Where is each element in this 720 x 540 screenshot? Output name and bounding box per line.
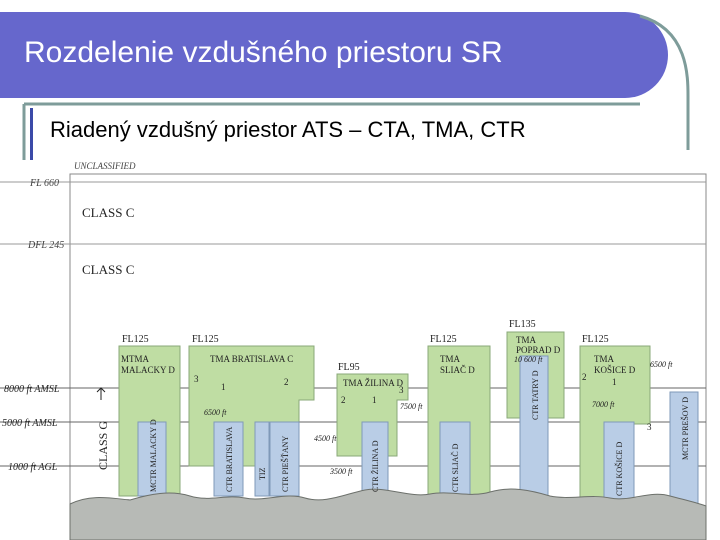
ctr-sliac-zone (439, 421, 471, 497)
sector-number: 2 (341, 395, 346, 405)
tma-ke-alt1: 6500 ft (650, 360, 673, 369)
class-g-label: CLASS G (96, 421, 110, 470)
tma-za-alt1: 7500 ft (400, 402, 423, 411)
terrain-profile (69, 488, 707, 540)
tma-za-fl-label: FL95 (338, 362, 360, 373)
tma-za-name: TMA ŽILINA D (343, 378, 403, 388)
mtma-fl-label: FL125 (122, 334, 149, 345)
agl1000-label: 1000 ft AGL (8, 462, 58, 473)
tma-sl-name-2: SLIAČ D (440, 365, 475, 375)
ctr-label-mctr-presov: MCTR PREŠOV D (681, 397, 690, 460)
title-bar (0, 12, 668, 98)
ctr-label-bratislava: CTR BRATISLAVA (225, 427, 234, 493)
sector-number: 1 (612, 377, 617, 387)
tma-ba-name: TMA BRATISLAVA C (210, 354, 293, 364)
ctr-label-kosice: CTR KOŠICE D (615, 442, 624, 496)
tma-ba-alt: 6500 ft (204, 408, 227, 417)
class-g-arrow (96, 387, 106, 400)
tma-za-alt3: 3500 ft (329, 467, 353, 476)
sector-number: 3 (399, 385, 404, 395)
class-c-upper-label: CLASS C (82, 205, 134, 220)
tma-ke-alt2: 7000 ft (592, 400, 615, 409)
ctr-label-mctr-malacky: MCTR MALACKY D (149, 419, 158, 492)
tma-ke-name-2: KOŠICE D (594, 365, 636, 375)
tma-za-alt2: 4500 ft (314, 434, 337, 443)
page-title: Rozdelenie vzdušného priestoru SR (24, 36, 503, 69)
ctr-label-piestany: CTR PIEŠŤANY (280, 436, 290, 492)
sector-number: 1 (372, 395, 377, 405)
sector-number: 1 (221, 382, 226, 392)
airspace-diagram: UNCLASSIFIED FL 660 DFL 245 8000 ft AMSL… (0, 161, 707, 540)
ctr-tatry-zone (519, 355, 549, 497)
sector-number: 3 (647, 422, 652, 432)
ctr-label-sliac: CTR SLIAČ D (450, 443, 460, 492)
tma-sl-fl-label: FL125 (430, 334, 457, 345)
ctr-label-tiz: TIZ (258, 467, 267, 480)
class-c-lower-label: CLASS C (82, 262, 134, 277)
tma-pp-fl-label: FL135 (509, 319, 536, 330)
ctr-bratislava-zone (213, 421, 244, 497)
amsl5000-label: 5000 ft AMSL (2, 418, 58, 429)
slide-subtitle: Riadený vzdušný priestor ATS – CTA, TMA,… (50, 117, 526, 142)
tma-zilina-zone (336, 373, 409, 457)
tma-ke-fl-label: FL125 (582, 334, 609, 345)
amsl8000-label: 8000 ft AMSL (4, 384, 60, 395)
ctr-kosice-zone (603, 421, 635, 501)
tiz-zone (254, 421, 270, 497)
ctr-piestany-zone (269, 421, 300, 497)
sector-number: 2 (582, 372, 587, 382)
fl660-label: FL 660 (29, 178, 59, 189)
mtma-name-1: MTMA (121, 354, 150, 364)
dfl-label: DFL 245 (27, 240, 64, 251)
sector-number: 2 (284, 377, 289, 387)
tma-pp-name-1: TMA (516, 335, 537, 345)
tma-pp-alt: 10 600 ft (514, 355, 543, 364)
ctr-zones (137, 355, 699, 513)
sector-number: 3 (194, 374, 199, 384)
tma-sl-name-1: TMA (440, 354, 461, 364)
tma-ba-fl-label: FL125 (192, 334, 219, 345)
subtitle-accent-bar (30, 108, 33, 160)
tma-ke-name-1: TMA (594, 354, 615, 364)
ctr-zilina-zone (361, 421, 389, 497)
ctr-label-tatry: CTR TATRY D (531, 370, 540, 420)
unclassified-label: UNCLASSIFIED (74, 161, 136, 171)
tma-pp-name-2: POPRAD D (516, 345, 561, 355)
ctr-label-zilina: CTR ŽILINA D (370, 440, 380, 492)
mtma-name-2: MALACKY D (121, 365, 175, 375)
mctr-presov-zone (669, 391, 699, 513)
